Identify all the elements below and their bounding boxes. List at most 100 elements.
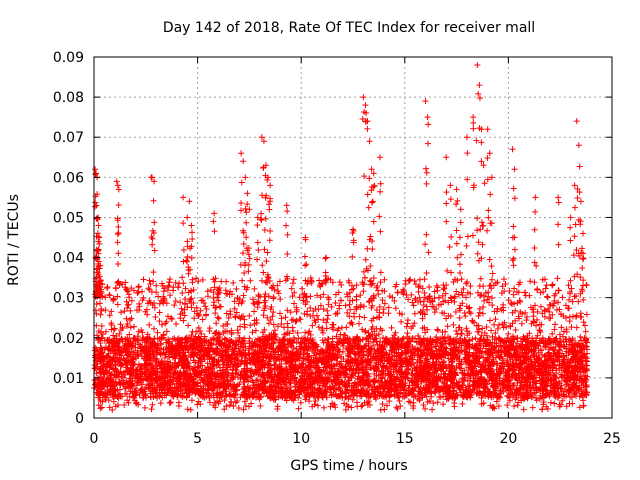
data-point bbox=[408, 291, 415, 298]
data-point bbox=[442, 290, 449, 297]
data-point bbox=[410, 399, 417, 406]
data-point bbox=[347, 306, 354, 313]
data-point bbox=[404, 330, 411, 337]
data-point bbox=[580, 319, 587, 326]
data-point bbox=[351, 313, 358, 320]
data-point bbox=[230, 279, 237, 286]
data-point bbox=[463, 303, 470, 310]
data-point bbox=[388, 324, 395, 331]
data-point bbox=[203, 306, 210, 313]
data-point bbox=[580, 277, 587, 284]
data-point bbox=[514, 402, 521, 409]
data-point bbox=[360, 288, 367, 295]
data-point bbox=[547, 399, 554, 406]
data-point bbox=[430, 400, 437, 407]
data-point bbox=[533, 322, 540, 329]
data-point bbox=[284, 307, 291, 314]
data-point bbox=[336, 279, 343, 286]
data-point bbox=[234, 398, 241, 405]
data-point bbox=[391, 298, 398, 305]
data-point bbox=[261, 299, 268, 306]
data-point bbox=[150, 325, 157, 332]
data-point bbox=[130, 323, 137, 330]
data-point bbox=[560, 333, 567, 340]
data-point bbox=[134, 289, 141, 296]
data-point bbox=[580, 402, 587, 409]
data-point bbox=[125, 399, 132, 406]
data-point bbox=[529, 404, 536, 411]
data-point bbox=[472, 335, 479, 342]
data-point bbox=[161, 354, 168, 361]
data-point bbox=[527, 278, 534, 285]
data-point bbox=[416, 294, 423, 301]
data-point bbox=[135, 328, 142, 335]
data-point bbox=[290, 345, 297, 352]
data-point bbox=[407, 399, 414, 406]
data-point bbox=[147, 281, 154, 288]
data-point bbox=[110, 398, 117, 405]
data-point bbox=[440, 401, 447, 408]
data-point bbox=[277, 310, 284, 317]
data-point bbox=[199, 276, 206, 283]
data-point bbox=[97, 300, 104, 307]
data-point bbox=[206, 325, 213, 332]
data-point bbox=[410, 302, 417, 309]
data-point bbox=[348, 404, 355, 411]
data-point bbox=[544, 294, 551, 301]
data-point bbox=[353, 282, 360, 289]
data-point bbox=[581, 322, 588, 329]
data-point bbox=[394, 289, 401, 296]
data-point bbox=[486, 317, 493, 324]
data-point bbox=[295, 405, 302, 412]
data-point bbox=[117, 321, 124, 328]
data-point bbox=[210, 336, 217, 343]
data-point bbox=[429, 406, 436, 413]
data-point bbox=[160, 288, 167, 295]
data-point bbox=[569, 298, 576, 305]
data-point bbox=[476, 282, 483, 289]
data-point bbox=[381, 406, 388, 413]
data-point bbox=[402, 277, 409, 284]
data-point bbox=[492, 316, 499, 323]
data-point bbox=[537, 303, 544, 310]
data-point bbox=[247, 322, 254, 329]
data-point bbox=[552, 321, 559, 328]
data-point bbox=[210, 295, 217, 302]
data-point bbox=[215, 315, 222, 322]
data-point bbox=[212, 310, 219, 317]
data-point bbox=[565, 305, 572, 312]
data-point bbox=[156, 309, 163, 316]
data-point bbox=[409, 323, 416, 330]
data-point bbox=[342, 406, 349, 413]
data-point bbox=[461, 309, 468, 316]
data-point bbox=[195, 278, 202, 285]
data-point bbox=[182, 285, 189, 292]
data-point bbox=[555, 378, 562, 385]
data-point bbox=[546, 308, 553, 315]
data-point bbox=[522, 289, 529, 296]
data-point bbox=[459, 400, 466, 407]
data-point bbox=[226, 402, 233, 409]
data-point bbox=[403, 323, 410, 330]
data-point bbox=[483, 332, 490, 339]
data-point bbox=[411, 320, 418, 327]
data-point bbox=[341, 400, 348, 407]
data-point bbox=[422, 329, 429, 336]
data-point bbox=[128, 297, 135, 304]
data-point bbox=[376, 303, 383, 310]
data-point bbox=[434, 399, 441, 406]
data-point bbox=[111, 325, 118, 332]
data-point bbox=[99, 334, 106, 341]
data-point bbox=[512, 347, 519, 354]
data-point bbox=[118, 309, 125, 316]
data-point bbox=[385, 310, 392, 317]
data-point bbox=[149, 401, 156, 408]
data-point bbox=[251, 308, 258, 315]
data-point bbox=[431, 288, 438, 295]
data-point bbox=[274, 403, 281, 410]
data-point bbox=[159, 321, 166, 328]
data-point bbox=[250, 300, 257, 307]
data-point bbox=[257, 402, 264, 409]
data-point bbox=[249, 329, 256, 336]
data-point bbox=[460, 285, 467, 292]
